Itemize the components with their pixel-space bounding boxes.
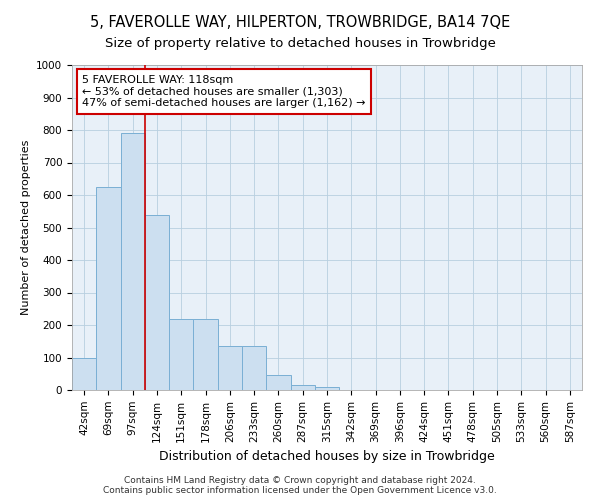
Text: Size of property relative to detached houses in Trowbridge: Size of property relative to detached ho… (104, 38, 496, 51)
Bar (121, 133, 145, 390)
Bar (218, 346, 242, 390)
Y-axis label: Number of detached properties: Number of detached properties (20, 140, 31, 315)
Bar (290, 385, 315, 390)
Text: 5, FAVEROLLE WAY, HILPERTON, TROWBRIDGE, BA14 7QE: 5, FAVEROLLE WAY, HILPERTON, TROWBRIDGE,… (90, 15, 510, 30)
Bar (96, 187, 121, 390)
Bar (266, 376, 290, 390)
Bar (72, 358, 96, 390)
Bar (169, 318, 193, 390)
Bar (242, 346, 266, 390)
Text: 5 FAVEROLLE WAY: 118sqm
← 53% of detached houses are smaller (1,303)
47% of semi: 5 FAVEROLLE WAY: 118sqm ← 53% of detache… (82, 74, 366, 108)
Bar (193, 318, 218, 390)
Bar (145, 214, 169, 390)
X-axis label: Distribution of detached houses by size in Trowbridge: Distribution of detached houses by size … (159, 450, 495, 463)
Text: Contains HM Land Registry data © Crown copyright and database right 2024.
Contai: Contains HM Land Registry data © Crown c… (103, 476, 497, 495)
Bar (315, 387, 339, 390)
